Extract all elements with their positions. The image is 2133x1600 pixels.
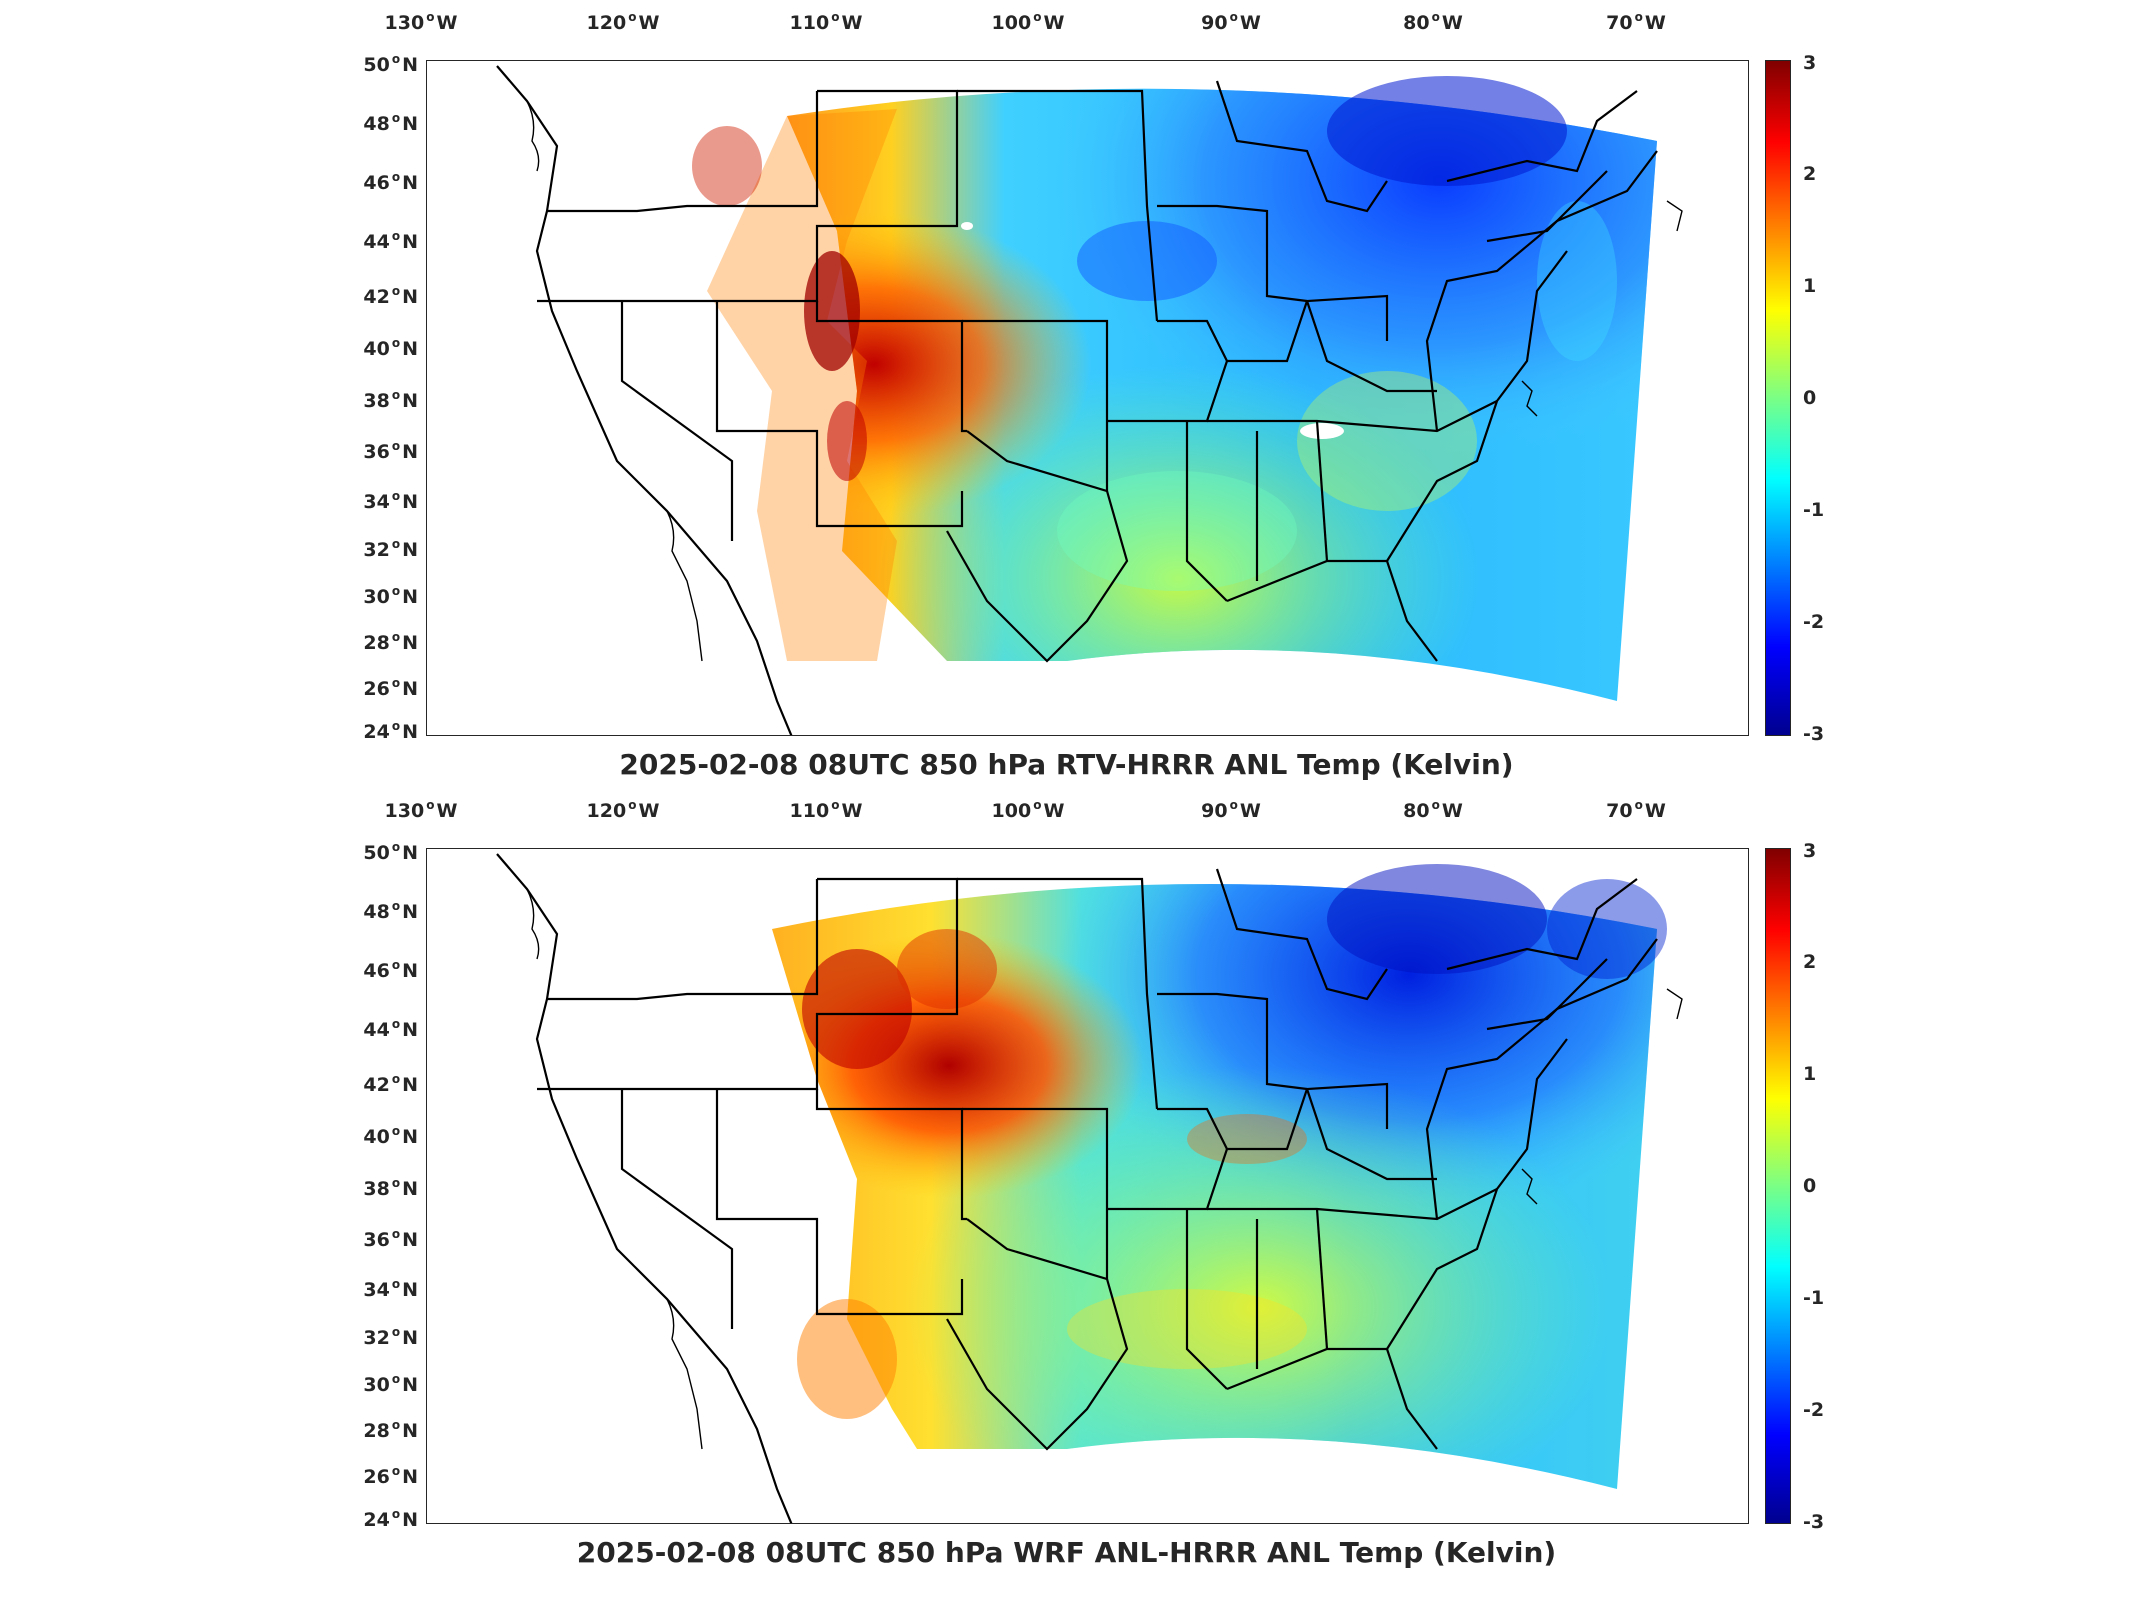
lat-label: 34 o N: [363, 489, 418, 513]
lat-label: 46 o N: [363, 958, 418, 982]
lon-label: 100 o W: [991, 10, 1065, 34]
lat-label: 48 o N: [363, 899, 418, 923]
state-boundaries-rtv: [496, 65, 1658, 735]
lat-label: 36 o N: [363, 1227, 418, 1251]
lat-label: 40 o N: [363, 336, 418, 360]
lat-label: 40 o N: [363, 1124, 418, 1148]
lat-label: 28 o N: [363, 1418, 418, 1442]
lat-label: 36 o N: [363, 439, 418, 463]
lat-label: 50 o N: [363, 52, 418, 76]
colorbar-tick: -3: [1803, 723, 1825, 745]
map-rtv-hrrr: [426, 60, 1749, 736]
colorbar-tick: 2: [1803, 163, 1817, 185]
lon-label: 130 o W: [384, 10, 458, 34]
lat-label: 42 o N: [363, 284, 418, 308]
lat-label: 44 o N: [363, 1017, 418, 1041]
colorbar-tick: 3: [1803, 52, 1817, 74]
colorbar-top: [1765, 60, 1791, 736]
lat-label: 32 o N: [363, 1325, 418, 1349]
lat-label: 28 o N: [363, 630, 418, 654]
lon-label: 80 o W: [1403, 798, 1463, 822]
lat-label: 50 o N: [363, 840, 418, 864]
panel-title: 2025-02-08 08UTC 850 hPa WRF ANL-HRRR AN…: [576, 1536, 1557, 1569]
lon-label: 70 o W: [1606, 798, 1666, 822]
colorbar-tick: 1: [1803, 1063, 1817, 1085]
lat-label: 30 o N: [363, 584, 418, 608]
lon-label: 130 o W: [384, 798, 458, 822]
lon-label: 100 o W: [991, 798, 1065, 822]
lat-label: 46 o N: [363, 170, 418, 194]
lat-label: 44 o N: [363, 229, 418, 253]
lat-label: 24 o N: [363, 1507, 418, 1531]
lon-label: 80 o W: [1403, 10, 1463, 34]
colorbar-bottom: [1765, 848, 1791, 1524]
map-field-rtv: [496, 65, 1683, 735]
lat-label: 26 o N: [363, 1464, 418, 1488]
colorbar-tick: 1: [1803, 275, 1817, 297]
lon-label: 90 o W: [1201, 10, 1261, 34]
map-wrf-hrrr: [426, 848, 1749, 1524]
colorbar-tick: -2: [1803, 611, 1825, 633]
coastline-detail-wrf: [526, 888, 1683, 1450]
lat-label: 24 o N: [363, 719, 418, 743]
colorbar-tick: 2: [1803, 951, 1817, 973]
map-field-wrf: [496, 853, 1683, 1523]
colorbar-tick: -1: [1803, 499, 1825, 521]
state-boundaries-wrf: [496, 853, 1658, 1523]
coastline-detail-rtv: [526, 100, 1683, 662]
lat-label: 30 o N: [363, 1372, 418, 1396]
lat-label: 48 o N: [363, 111, 418, 135]
lon-label: 110 o W: [789, 10, 863, 34]
lon-label: 110 o W: [789, 798, 863, 822]
lat-label: 32 o N: [363, 537, 418, 561]
lat-label: 38 o N: [363, 1176, 418, 1200]
lat-label: 34 o N: [363, 1277, 418, 1301]
lat-label: 26 o N: [363, 676, 418, 700]
lat-label: 42 o N: [363, 1072, 418, 1096]
panel-title: 2025-02-08 08UTC 850 hPa RTV-HRRR ANL Te…: [619, 748, 1514, 781]
lat-label: 38 o N: [363, 388, 418, 412]
colorbar-tick: 3: [1803, 840, 1817, 862]
lon-label: 90 o W: [1201, 798, 1261, 822]
colorbar-tick: -2: [1803, 1399, 1825, 1421]
colorbar-tick: 0: [1803, 1175, 1817, 1197]
colorbar-tick: -1: [1803, 1287, 1825, 1309]
lon-label: 120 o W: [586, 10, 660, 34]
lon-label: 70 o W: [1606, 10, 1666, 34]
colorbar-tick: 0: [1803, 387, 1817, 409]
lon-label: 120 o W: [586, 798, 660, 822]
colorbar-tick: -3: [1803, 1511, 1825, 1533]
